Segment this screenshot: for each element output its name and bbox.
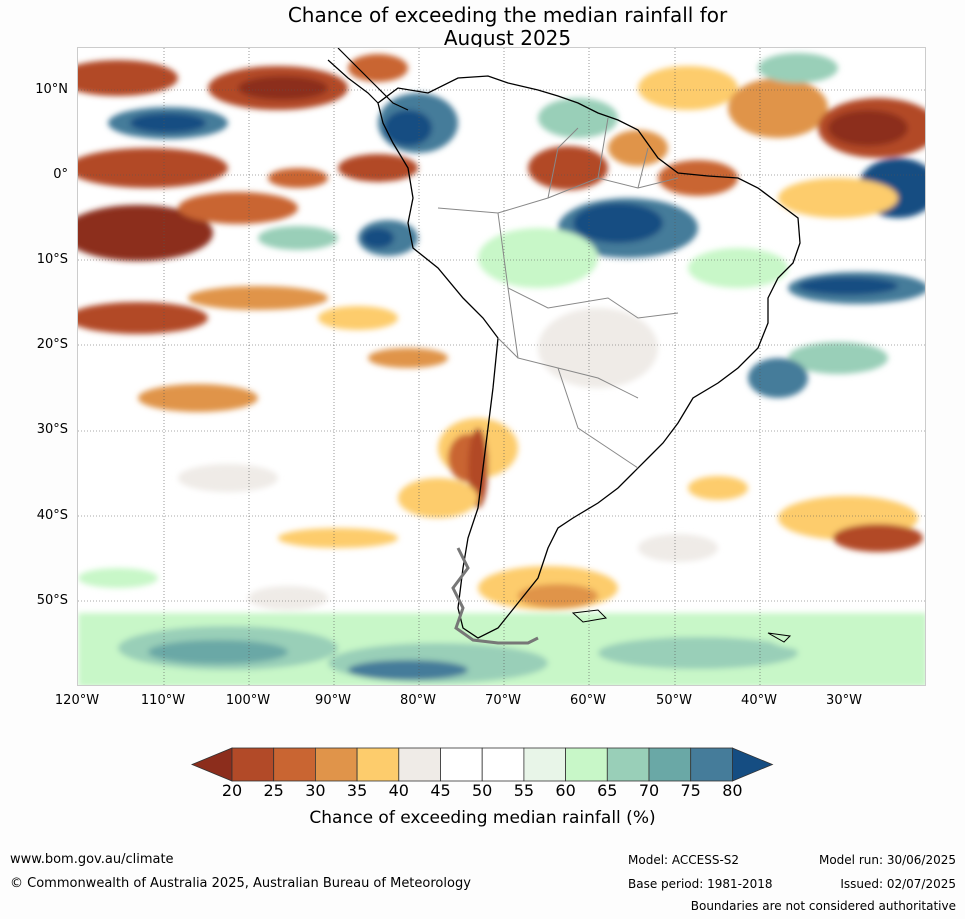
- colorbar-label: Chance of exceeding median rainfall (%): [309, 808, 656, 828]
- lat-label-20s: 20°S: [36, 337, 68, 352]
- south-georgia: [767, 632, 792, 643]
- colorbar-arrow-low: [191, 747, 233, 782]
- falkland-islands: [571, 609, 608, 623]
- map-title: Chance of exceeding the median rainfall …: [0, 4, 965, 50]
- colorbar-cell-30-35: [315, 747, 358, 782]
- lon-label-110w: 110°W: [140, 693, 186, 708]
- base-period: Base period: 1981-2018: [628, 877, 773, 891]
- lat-label-10s: 10°S: [36, 252, 68, 267]
- colorbar-cell-45-50: [440, 747, 483, 782]
- colorbar-cell-60-65: [565, 747, 608, 782]
- colorbar-tick-40: 40: [388, 781, 409, 800]
- colorbar-tick-45: 45: [430, 781, 451, 800]
- colorbar-tick-75: 75: [680, 781, 701, 800]
- issued-date: Issued: 02/07/2025: [840, 877, 956, 891]
- colorbar-cell-35-40: [356, 747, 400, 782]
- lon-label-120w: 120°W: [54, 693, 100, 708]
- colorbar-tick-25: 25: [263, 781, 284, 800]
- colorbar-tick-20: 20: [221, 781, 243, 800]
- lat-label-40s: 40°S: [36, 508, 68, 523]
- colorbar-cell-50-55: [481, 747, 525, 782]
- colorbar-tick-35: 35: [346, 781, 368, 800]
- map-title-line1: Chance of exceeding the median rainfall …: [287, 3, 728, 27]
- map-canvas: [78, 48, 925, 685]
- lat-label-30s: 30°S: [36, 422, 68, 437]
- model-name: Model: ACCESS-S2: [628, 853, 740, 867]
- south-america-coastline: [377, 75, 801, 639]
- colorbar-tick-50: 50: [472, 781, 493, 800]
- colorbar-tick-30: 30: [305, 781, 326, 800]
- lon-label-90w: 90°W: [315, 693, 351, 708]
- graticule: [78, 48, 925, 685]
- lat-label-10n: 10°N: [35, 82, 68, 97]
- country-borders: [437, 117, 679, 469]
- colorbar-arrow-high: [732, 747, 774, 782]
- lat-label-50s: 50°S: [36, 593, 68, 608]
- model-run-date: Model run: 30/06/2025: [818, 853, 956, 867]
- colorbar-cell-55-60: [523, 747, 566, 782]
- colorbar-cell-25-30: [273, 747, 316, 782]
- colorbar-tick-65: 65: [597, 781, 618, 800]
- lon-label-100w: 100°W: [225, 693, 271, 708]
- colorbar-cell-75-80: [690, 747, 733, 782]
- colorbar-tick-55: 55: [513, 781, 535, 800]
- lat-label-0: 0°: [53, 167, 68, 182]
- colorbar-tick-70: 70: [638, 781, 660, 800]
- copyright-text: © Commonwealth of Australia 2025, Austra…: [10, 876, 471, 891]
- colorbar-cell-65-70: [606, 747, 650, 782]
- colorbar-tick-60: 60: [555, 781, 576, 800]
- lon-label-60w: 60°W: [570, 693, 606, 708]
- website-link[interactable]: www.bom.gov.au/climate: [10, 852, 174, 867]
- lon-label-30w: 30°W: [826, 693, 862, 708]
- map-title-line2: August 2025: [443, 26, 572, 50]
- disclaimer: Boundaries are not considered authoritat…: [690, 899, 956, 913]
- lon-label-80w: 80°W: [400, 693, 436, 708]
- probability-field: [78, 53, 925, 685]
- colorbar-cell-40-45: [398, 747, 441, 782]
- lon-label-70w: 70°W: [485, 693, 521, 708]
- colorbar-cell-70-75: [648, 747, 692, 782]
- lon-label-40w: 40°W: [741, 693, 777, 708]
- patagonia-archipelago: [451, 547, 539, 645]
- colorbar-tick-80: 80: [722, 781, 743, 800]
- lon-label-50w: 50°W: [656, 693, 692, 708]
- central-america-coastline: [327, 48, 409, 111]
- colorbar: [191, 747, 774, 782]
- rainfall-probability-map: [77, 47, 926, 686]
- colorbar-cell-20-25: [231, 747, 275, 782]
